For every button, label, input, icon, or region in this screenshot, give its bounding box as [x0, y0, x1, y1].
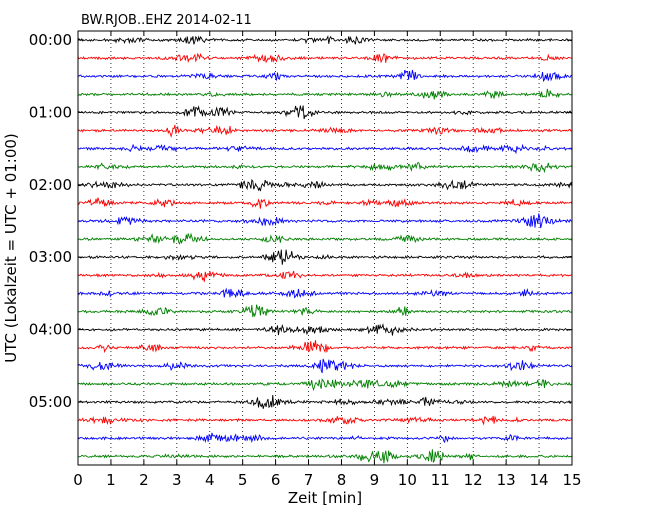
trace-line	[77, 322, 573, 336]
trace-line	[77, 35, 573, 45]
trace-line	[77, 304, 573, 318]
x-tick-label: 5	[238, 471, 248, 489]
trace-line	[77, 395, 573, 409]
y-axis-label: UTC (Lokalzeit = UTC + 01:00)	[2, 133, 20, 363]
x-tick-label: 15	[562, 471, 581, 489]
x-tick-label: 2	[139, 471, 149, 489]
seismic-traces	[77, 35, 573, 464]
trace-line	[77, 52, 573, 64]
trace-line	[77, 69, 573, 83]
trace-line	[77, 287, 573, 299]
y-tick-label: 01:00	[29, 103, 72, 121]
trace-line	[77, 432, 573, 444]
trace-line	[77, 415, 573, 426]
x-tick-label: 11	[431, 471, 450, 489]
trace-line	[77, 105, 573, 120]
trace-line	[77, 178, 573, 192]
x-axis-label: Zeit [min]	[288, 489, 362, 507]
x-tick-label: 4	[205, 471, 215, 489]
x-tick-label: 8	[337, 471, 347, 489]
plot-frame	[77, 30, 573, 466]
trace-line	[77, 124, 573, 138]
x-tick-label: 6	[271, 471, 281, 489]
x-tick-label: 9	[370, 471, 380, 489]
trace-line	[77, 249, 573, 265]
x-axis-ticks: 0 1 2 3 4 5 6 7 8 9 10 11 12 13 14 15	[73, 31, 582, 489]
x-tick-label: 7	[304, 471, 314, 489]
x-tick-label: 14	[530, 471, 549, 489]
x-tick-label: 12	[464, 471, 483, 489]
x-tick-label: 1	[106, 471, 116, 489]
trace-line	[77, 161, 573, 174]
x-tick-label: 0	[73, 471, 83, 489]
trace-line	[77, 197, 573, 209]
trace-line	[77, 88, 573, 100]
trace-line	[77, 358, 573, 374]
grid-lines	[110, 31, 540, 465]
x-tick-label: 13	[497, 471, 516, 489]
x-tick-label: 3	[172, 471, 182, 489]
y-tick-label: 02:00	[29, 176, 72, 194]
trace-line	[77, 270, 573, 282]
chart-title: BW.RJOB..EHZ 2014-02-11	[81, 13, 252, 28]
trace-line	[77, 213, 573, 229]
trace-line	[77, 449, 573, 464]
trace-line	[77, 378, 573, 392]
trace-line	[77, 143, 573, 155]
y-tick-label: 00:00	[29, 31, 72, 49]
y-tick-label: 04:00	[29, 321, 72, 339]
trace-line	[77, 340, 573, 354]
y-tick-label: 05:00	[29, 393, 72, 411]
trace-line	[77, 232, 573, 245]
y-axis-ticks: 00:00 01:00 02:00 03:00 04:00 05:00	[29, 31, 572, 411]
x-tick-label: 10	[398, 471, 417, 489]
y-tick-label: 03:00	[29, 248, 72, 266]
